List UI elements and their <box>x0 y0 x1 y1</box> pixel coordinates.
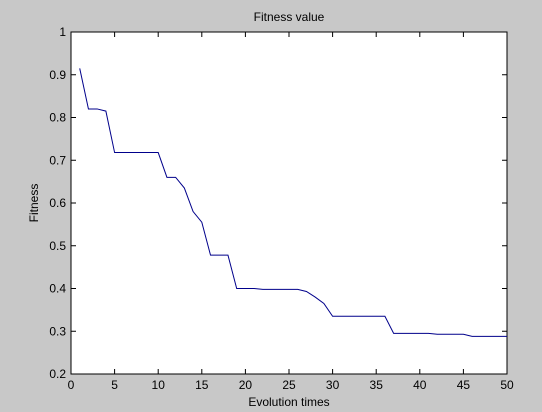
x-tick-label: 20 <box>239 378 253 392</box>
x-axis-label: Evolution times <box>248 395 329 409</box>
x-tick-label: 50 <box>500 378 514 392</box>
y-tick-label: 0.6 <box>49 196 66 210</box>
y-tick-label: 0.7 <box>49 153 66 167</box>
series-group <box>79 68 507 337</box>
x-tick-label: 25 <box>282 378 296 392</box>
x-tick-label: 35 <box>370 378 384 392</box>
y-tick-label: 1 <box>59 25 66 39</box>
x-tick-label: 5 <box>111 378 118 392</box>
y-tick-label: 0.4 <box>49 282 66 296</box>
plot-area <box>70 31 508 375</box>
y-tick-label: 0.8 <box>49 111 66 125</box>
x-tick-label: 10 <box>152 378 166 392</box>
fitness-series-line <box>79 68 507 337</box>
x-tick-label: 15 <box>195 378 209 392</box>
x-tick-label: 30 <box>326 378 340 392</box>
chart-title: Fitness value <box>254 10 325 24</box>
x-tick-label: 40 <box>413 378 427 392</box>
x-tick-label: 45 <box>457 378 471 392</box>
y-tick-label: 0.3 <box>49 324 66 338</box>
y-tick-label: 0.2 <box>49 367 66 381</box>
y-tick-label: 0.5 <box>49 239 66 253</box>
axis-ticks: 0 5 10 15 20 25 30 35 40 45 50 0.2 0.3 0.4 0.5 0.6 0.7 0.… <box>49 25 514 392</box>
y-axis-label: Fitness <box>27 184 41 223</box>
y-tick-label: 0.9 <box>49 68 66 82</box>
x-tick-label: 0 <box>68 378 75 392</box>
